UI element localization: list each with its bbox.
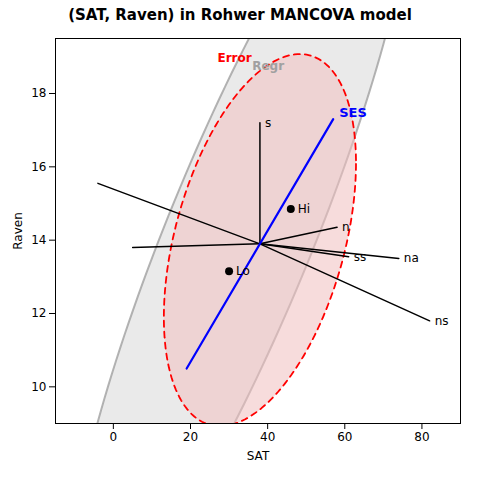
svg-text:n: n	[342, 220, 350, 234]
svg-text:0: 0	[110, 430, 118, 444]
svg-text:60: 60	[337, 430, 352, 444]
svg-text:ss: ss	[354, 250, 367, 264]
svg-text:SES: SES	[339, 105, 367, 120]
svg-text:20: 20	[183, 430, 198, 444]
svg-text:Hi: Hi	[298, 202, 310, 216]
svg-text:na: na	[404, 251, 419, 265]
html-text:(SAT, Raven) in Rohwer MANCOVA: (SAT, Raven) in Rohwer MANCOVA model	[68, 6, 412, 24]
svg-text:s: s	[265, 116, 271, 130]
svg-text:SAT: SAT	[247, 449, 270, 463]
svg-text:Lo: Lo	[236, 264, 250, 278]
svg-text:12: 12	[31, 306, 46, 320]
svg-text:10: 10	[31, 380, 46, 394]
svg-text:Raven: Raven	[11, 212, 25, 250]
svg-text:40: 40	[260, 430, 275, 444]
svg-text:16: 16	[31, 160, 46, 174]
svg-text:18: 18	[31, 86, 46, 100]
svg-text:80: 80	[414, 430, 429, 444]
svg-text:Error: Error	[218, 51, 252, 65]
svg-text:14: 14	[31, 233, 46, 247]
svg-text:Regr: Regr	[252, 59, 284, 73]
svg-text:ns: ns	[435, 314, 449, 328]
